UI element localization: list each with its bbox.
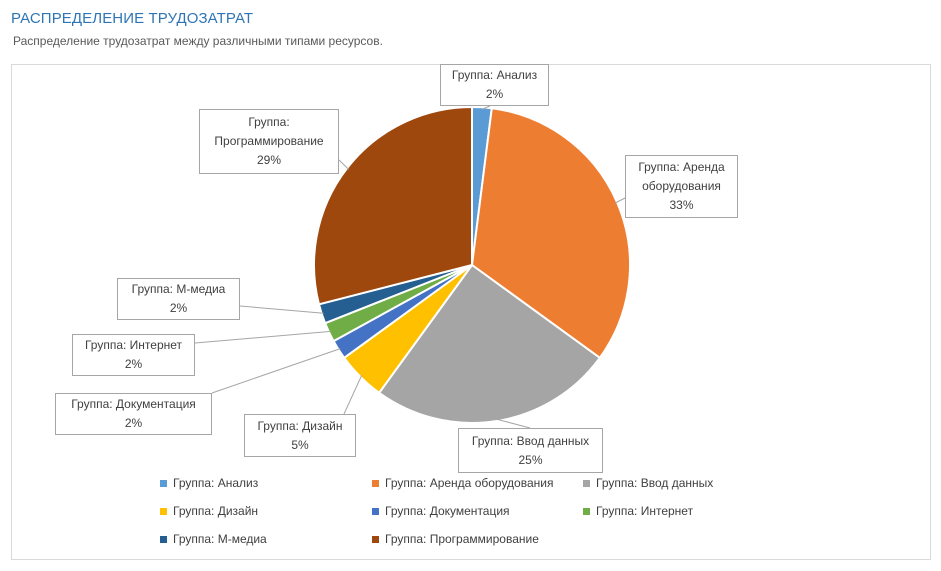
data-label: Группа: Интернет 2% xyxy=(72,334,195,376)
leader-line xyxy=(343,375,363,415)
data-label-value: 2% xyxy=(124,357,143,371)
legend-label: Группа: Документация xyxy=(385,504,510,518)
data-label-category: Группа: Ввод данных xyxy=(471,433,590,448)
legend-item: Группа: Аренда оборудования xyxy=(372,476,553,490)
data-label-value: 29% xyxy=(256,153,282,167)
data-label: Группа: Дизайн 5% xyxy=(244,414,356,457)
legend: Группа: Анализ Группа: Аренда оборудовани… xyxy=(160,476,780,556)
legend-label: Группа: Анализ xyxy=(173,476,259,490)
leader-line xyxy=(211,348,341,394)
legend-label: Группа: М-медиа xyxy=(173,532,267,546)
legend-item: Группа: Программирование xyxy=(372,532,539,546)
legend-item: Группа: Анализ xyxy=(160,476,258,490)
legend-swatch xyxy=(160,535,167,543)
legend-label: Группа: Аренда оборудования xyxy=(385,476,554,490)
legend-swatch xyxy=(160,479,167,487)
data-label-category: Группа: Аренда оборудования xyxy=(638,160,725,193)
legend-swatch xyxy=(583,507,590,515)
legend-swatch xyxy=(583,479,590,487)
chart-subtitle: Распределение трудозатрат между различны… xyxy=(13,34,383,48)
data-label: Группа: Анализ 2% xyxy=(440,64,549,106)
data-label-category: Группа: Анализ xyxy=(451,68,538,82)
legend-item: Группа: Ввод данных xyxy=(583,476,713,490)
leader-line xyxy=(496,418,531,429)
legend-swatch xyxy=(372,507,379,515)
data-label: Группа: М-медиа 2% xyxy=(117,278,240,320)
legend-label: Группа: Ввод данных xyxy=(596,476,714,490)
legend-item: Группа: Дизайн xyxy=(160,504,258,518)
legend-label: Группа: Дизайн xyxy=(173,504,259,518)
data-label-category: Группа: Интернет xyxy=(84,338,183,352)
pie-slice xyxy=(377,263,602,424)
data-label-value: 25% xyxy=(518,452,543,467)
data-label-value: 5% xyxy=(291,437,309,452)
legend-label: Группа: Программирование xyxy=(385,532,539,546)
data-label: Группа: Аренда оборудования 33% xyxy=(625,155,738,218)
data-label-category: Группа: Программирование xyxy=(214,115,324,148)
legend-swatch xyxy=(372,479,379,487)
leader-line xyxy=(194,330,331,344)
legend-item: Группа: М-медиа xyxy=(160,532,267,546)
data-label-category: Группа: М-медиа xyxy=(131,282,226,296)
leader-line xyxy=(614,197,626,204)
data-label-value: 2% xyxy=(169,301,188,315)
legend-swatch xyxy=(372,535,379,543)
data-label: Группа: Программирование 29% xyxy=(199,109,339,174)
data-label-value: 33% xyxy=(669,198,694,212)
data-label: Группа: Документация 2% xyxy=(55,393,212,435)
chart-title: РАСПРЕДЕЛЕНИЕ ТРУДОЗАТРАТ xyxy=(11,10,254,27)
data-label-value: 2% xyxy=(485,87,504,101)
leader-line xyxy=(481,105,491,110)
legend-item: Группа: Документация xyxy=(372,504,510,518)
legend-item: Группа: Интернет xyxy=(583,504,693,518)
data-label-category: Группа: Дизайн xyxy=(257,418,343,433)
leader-line xyxy=(338,159,350,170)
data-label-value: 2% xyxy=(124,416,143,430)
data-label-category: Группа: Документация xyxy=(71,397,196,411)
leader-line xyxy=(239,305,324,314)
legend-swatch xyxy=(160,507,167,515)
legend-label: Группа: Интернет xyxy=(596,504,694,518)
data-label: Группа: Ввод данных 25% xyxy=(458,428,603,473)
